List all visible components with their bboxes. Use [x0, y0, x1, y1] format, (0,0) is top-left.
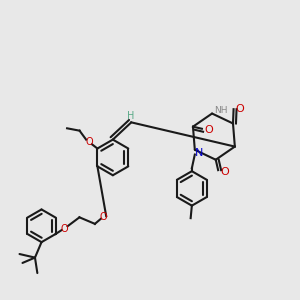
- Text: N: N: [195, 148, 203, 158]
- Text: O: O: [220, 167, 229, 177]
- Text: NH: NH: [214, 106, 228, 115]
- Text: O: O: [236, 103, 244, 114]
- Text: O: O: [204, 124, 213, 135]
- Text: O: O: [85, 137, 93, 147]
- Text: H: H: [127, 111, 134, 121]
- Text: O: O: [60, 224, 68, 234]
- Text: O: O: [99, 212, 107, 222]
